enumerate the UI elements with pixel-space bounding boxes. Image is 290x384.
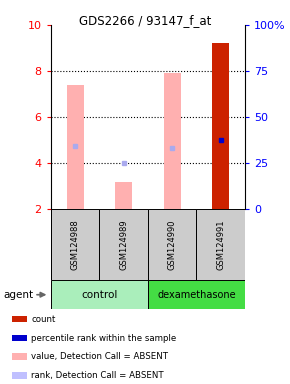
Bar [99, 209, 148, 280]
Bar [115, 182, 132, 209]
Text: count: count [31, 315, 56, 324]
Bar [12, 316, 27, 323]
Text: value, Detection Call = ABSENT: value, Detection Call = ABSENT [31, 353, 168, 361]
Bar [51, 280, 148, 309]
Bar [66, 85, 84, 209]
Bar [148, 280, 245, 309]
Text: control: control [81, 290, 117, 300]
Bar [196, 209, 245, 280]
Bar [51, 209, 99, 280]
Bar [212, 43, 229, 209]
Bar [164, 73, 181, 209]
Bar [12, 335, 27, 341]
Text: GSM124989: GSM124989 [119, 220, 128, 270]
Bar [12, 354, 27, 360]
Text: GDS2266 / 93147_f_at: GDS2266 / 93147_f_at [79, 14, 211, 27]
Text: dexamethasone: dexamethasone [157, 290, 236, 300]
Text: agent: agent [3, 290, 33, 300]
Text: GSM124990: GSM124990 [168, 220, 177, 270]
Bar [12, 372, 27, 379]
Text: percentile rank within the sample: percentile rank within the sample [31, 334, 176, 343]
Text: rank, Detection Call = ABSENT: rank, Detection Call = ABSENT [31, 371, 164, 380]
Bar [148, 209, 196, 280]
Text: GSM124991: GSM124991 [216, 220, 225, 270]
Text: GSM124988: GSM124988 [70, 219, 79, 270]
